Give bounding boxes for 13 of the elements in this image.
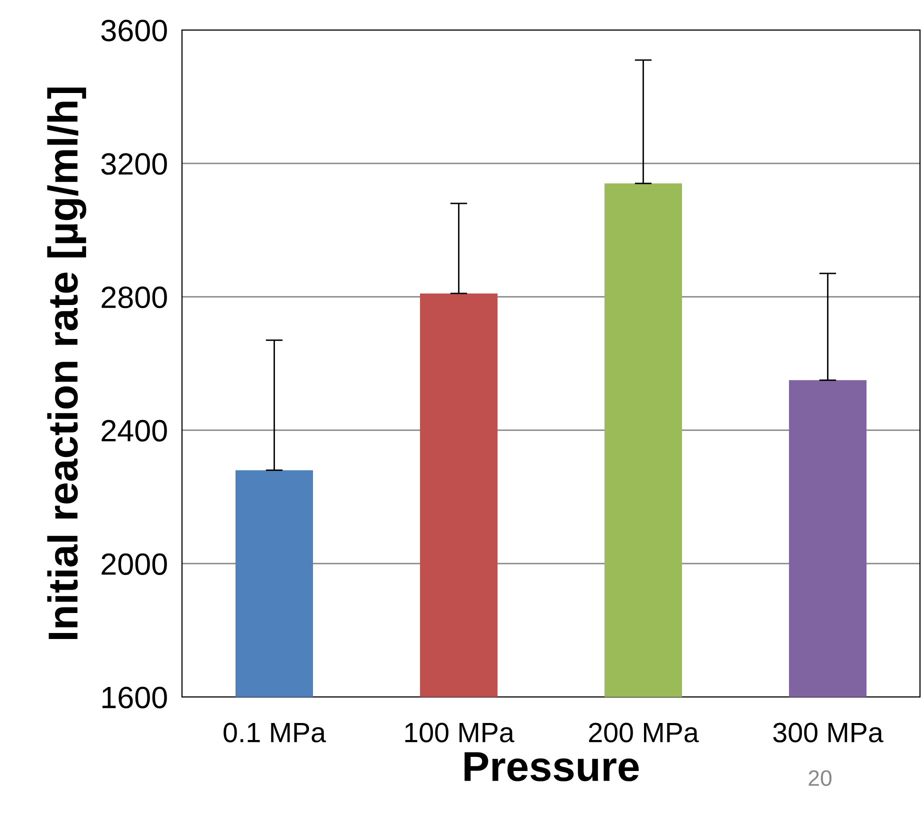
- y-axis-title: Initial reaction rate [µg/ml/h]: [47, 88, 86, 639]
- y-tick-label: 3600: [101, 20, 167, 42]
- x-tick-label: 200 MPa: [589, 722, 699, 742]
- y-tick-label: 1600: [102, 686, 167, 708]
- x-axis-title: Pressure: [464, 752, 639, 782]
- x-tick-label: 300 MPa: [773, 722, 884, 742]
- y-tick-label: 2400: [102, 420, 167, 442]
- x-tick-label: 0.1 MPa: [224, 722, 326, 742]
- text: 20: [808, 770, 832, 786]
- y-tick-label: 2000: [102, 553, 167, 575]
- y-tick-label: 3200: [101, 153, 167, 175]
- x-tick-label: 100 MPa: [405, 722, 514, 742]
- y-tick-label: 2800: [102, 286, 167, 308]
